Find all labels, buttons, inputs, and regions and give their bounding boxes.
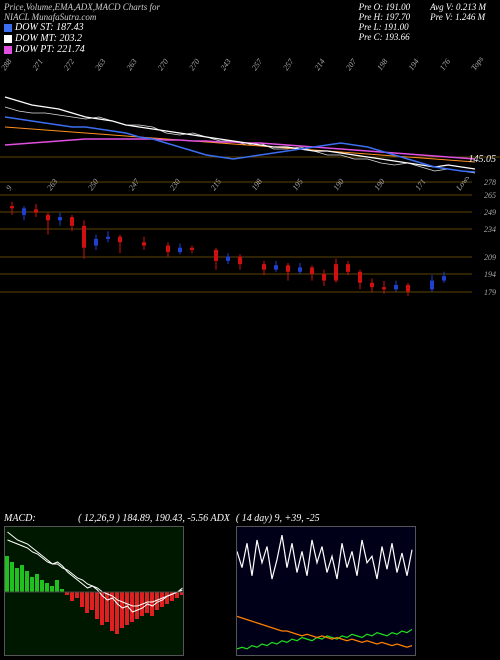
svg-text:Tops: Tops — [469, 57, 485, 72]
macd-title: MACD: — [4, 513, 36, 524]
svg-text:263: 263 — [45, 177, 59, 192]
svg-text:288: 288 — [0, 57, 14, 72]
stats-block: Pre O: 191.00Pre H: 197.70Pre L: 191.00P… — [359, 2, 496, 55]
adx-title: ( 14 day) 9, +39, -25 — [236, 513, 320, 524]
svg-text:278: 278 — [484, 178, 496, 187]
svg-text:Lows: Lows — [454, 177, 472, 193]
svg-text:176: 176 — [438, 57, 452, 72]
svg-text:194: 194 — [484, 270, 496, 279]
svg-text:215: 215 — [209, 177, 223, 192]
legend-item: DOW PT: 221.74 — [4, 44, 184, 55]
legend-item: DOW MT: 203.2 — [4, 33, 184, 44]
ema-chart: 288 271 272 263 263 270 270 243 257 257 214 207 198 1… — [0, 57, 500, 177]
svg-text:9: 9 — [4, 184, 14, 192]
svg-text:198: 198 — [375, 57, 389, 72]
svg-text:171: 171 — [413, 177, 427, 192]
adx-chart — [236, 526, 416, 656]
svg-text:198: 198 — [250, 177, 264, 192]
macd-subtitle: ( 12,26,9 ) 184.89, 190.43, -5.56 ADX — [78, 513, 230, 524]
page-title: Price,Volume,EMA,ADX,MACD Charts for NIA… — [4, 2, 184, 22]
svg-text:263: 263 — [125, 57, 139, 72]
svg-text:263: 263 — [93, 57, 107, 72]
svg-text:207: 207 — [344, 57, 359, 72]
legend-block: DOW ST: 187.43DOW MT: 203.2DOW PT: 221.7… — [4, 22, 184, 55]
legend-item: DOW ST: 187.43 — [4, 22, 184, 33]
svg-text:214: 214 — [313, 57, 327, 72]
svg-text:272: 272 — [62, 57, 76, 72]
svg-text:265: 265 — [484, 191, 496, 200]
macd-panel: MACD: ( 12,26,9 ) 184.89, 190.43, -5.56 … — [4, 513, 230, 656]
chart-header: Price,Volume,EMA,ADX,MACD Charts for NIA… — [0, 0, 500, 57]
svg-text:247: 247 — [127, 177, 142, 192]
svg-text:243: 243 — [219, 57, 233, 72]
svg-text:250: 250 — [86, 177, 100, 192]
svg-text:270: 270 — [156, 57, 170, 72]
svg-text:194: 194 — [407, 57, 421, 72]
svg-text:271: 271 — [31, 57, 45, 72]
svg-text:145.05: 145.05 — [469, 154, 497, 165]
svg-text:209: 209 — [484, 253, 496, 262]
svg-text:234: 234 — [484, 225, 496, 234]
svg-text:257: 257 — [281, 57, 296, 72]
svg-text:257: 257 — [250, 57, 265, 72]
candlestick-chart: 278 265 249 234 209 194 179 9 263 250 247 230 215 198… — [0, 177, 500, 307]
svg-text:190: 190 — [332, 177, 346, 192]
svg-text:249: 249 — [484, 208, 496, 217]
adx-panel: ( 14 day) 9, +39, -25 — [236, 513, 416, 656]
svg-text:270: 270 — [187, 57, 201, 72]
macd-chart — [4, 526, 184, 656]
svg-text:230: 230 — [168, 177, 182, 192]
svg-text:179: 179 — [484, 288, 496, 297]
svg-text:195: 195 — [291, 177, 305, 192]
svg-text:190: 190 — [372, 177, 386, 192]
